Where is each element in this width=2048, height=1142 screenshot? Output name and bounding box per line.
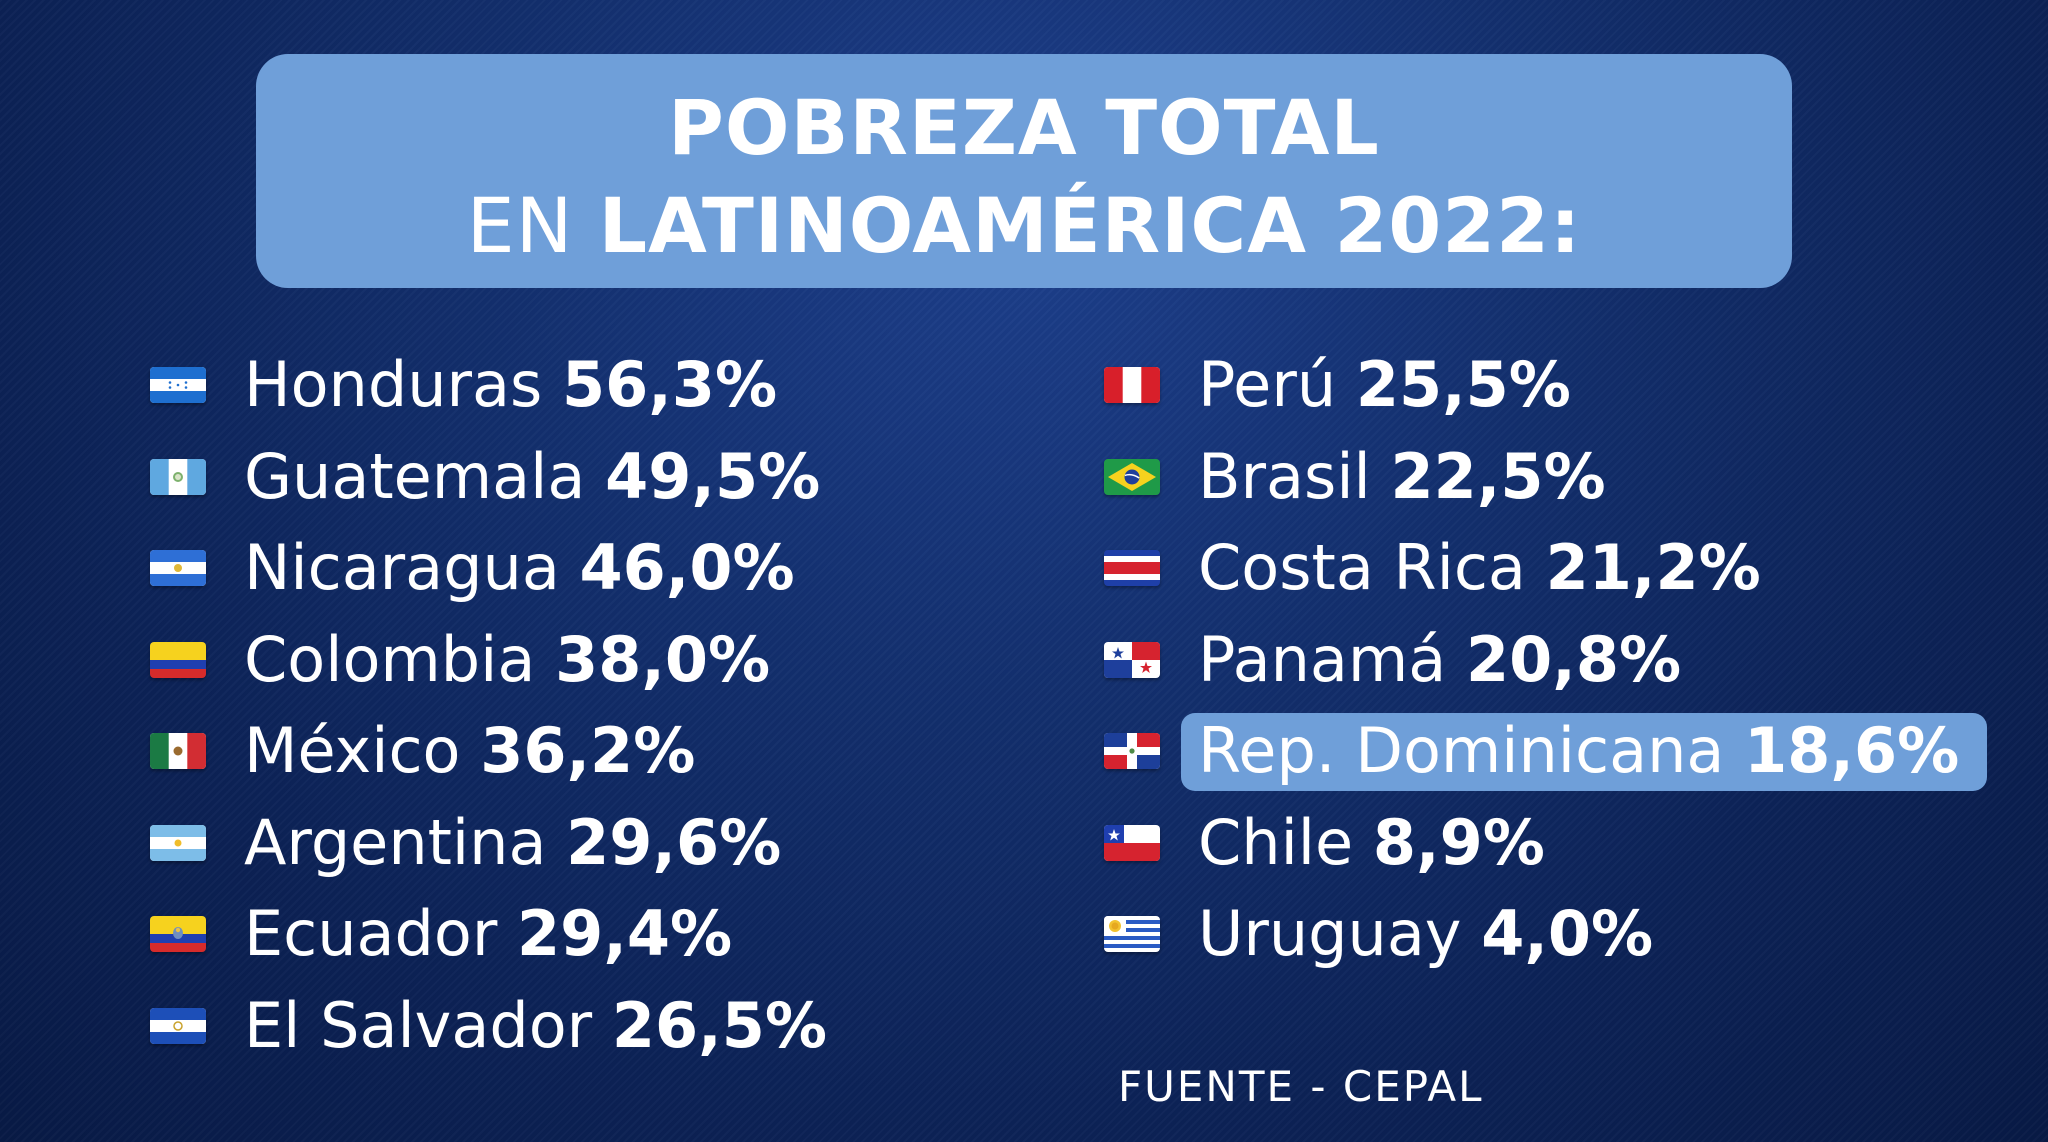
title-line-2-bold: LATINOAMÉRICA 2022: [598,181,1582,270]
country-name: Nicaragua [244,531,560,604]
poverty-value: 18,6% [1744,714,1960,787]
poverty-value: 20,8% [1466,622,1682,696]
title-line-2-prefix: EN [466,181,599,270]
costa-rica-flag-icon [1104,550,1160,586]
poverty-value: 25,5% [1355,348,1571,421]
highlight-box [1181,713,1987,791]
poverty-value: 46,0% [579,531,795,604]
country-text: Argentina 29,6% [244,803,781,883]
poverty-value: 36,2% [480,714,696,787]
country-text: Perú 25,5% [1198,345,1571,425]
title-line-2: EN LATINOAMÉRICA 2022: [256,181,1792,271]
poverty-value: 49,5% [605,439,821,513]
country-text: Ecuador 29,4% [244,894,732,974]
country-text: México 36,2% [244,711,695,791]
poverty-value: 38,0% [555,622,771,696]
poverty-value: 26,5% [611,988,827,1062]
country-name: El Salvador [244,988,593,1062]
honduras-flag-icon [150,367,206,403]
country-name: Uruguay [1198,897,1462,970]
colombia-flag-icon [150,641,206,678]
poverty-value: 8,9% [1372,805,1545,879]
country-text: Panamá 20,8% [1198,620,1681,700]
chile-flag-icon [1104,824,1160,861]
country-text: Honduras 56,3% [244,345,777,425]
panama-flag-icon [1104,641,1160,678]
country-name: Rep. Dominicana [1198,714,1725,787]
country-name: Ecuador [244,897,498,970]
country-text: Guatemala 49,5% [244,437,820,517]
country-text: Chile 8,9% [1198,803,1545,883]
country-name: Colombia [244,622,536,696]
country-text: Brasil 22,5% [1198,437,1606,517]
uruguay-flag-icon [1104,916,1160,952]
country-name: Honduras [244,348,543,421]
country-name: México [244,714,461,787]
el-salvador-flag-icon [150,1007,206,1044]
country-text: Uruguay 4,0% [1198,894,1653,974]
country-text: Costa Rica 21,2% [1198,528,1761,608]
poverty-value: 4,0% [1481,897,1654,970]
argentina-flag-icon [150,824,206,861]
country-name: Panamá [1198,622,1447,696]
dominican-republic-flag-icon [1104,733,1160,769]
poverty-value: 29,4% [517,897,733,970]
country-text: El Salvador 26,5% [244,986,827,1066]
ecuador-flag-icon [150,916,206,952]
country-name: Costa Rica [1198,531,1526,604]
country-text: Rep. Dominicana 18,6% [1198,711,1959,791]
country-name: Argentina [244,805,547,879]
poverty-value: 29,6% [566,805,782,879]
poverty-value: 56,3% [562,348,778,421]
peru-flag-icon [1104,367,1160,403]
mexico-flag-icon [150,733,206,769]
source-label: FUENTE - CEPAL [1118,1062,1484,1111]
country-name: Brasil [1198,439,1371,513]
guatemala-flag-icon [150,458,206,495]
country-name: Perú [1198,348,1337,421]
title-line-1: POBREZA TOTAL [668,83,1380,172]
country-text: Nicaragua 46,0% [244,528,795,608]
brazil-flag-icon [1104,458,1160,495]
country-name: Guatemala [244,439,586,513]
poverty-value: 22,5% [1390,439,1606,513]
nicaragua-flag-icon [150,550,206,586]
poverty-value: 21,2% [1545,531,1761,604]
country-name: Chile [1198,805,1354,879]
country-text: Colombia 38,0% [244,620,770,700]
title-box: POBREZA TOTAL EN LATINOAMÉRICA 2022: [256,54,1792,288]
